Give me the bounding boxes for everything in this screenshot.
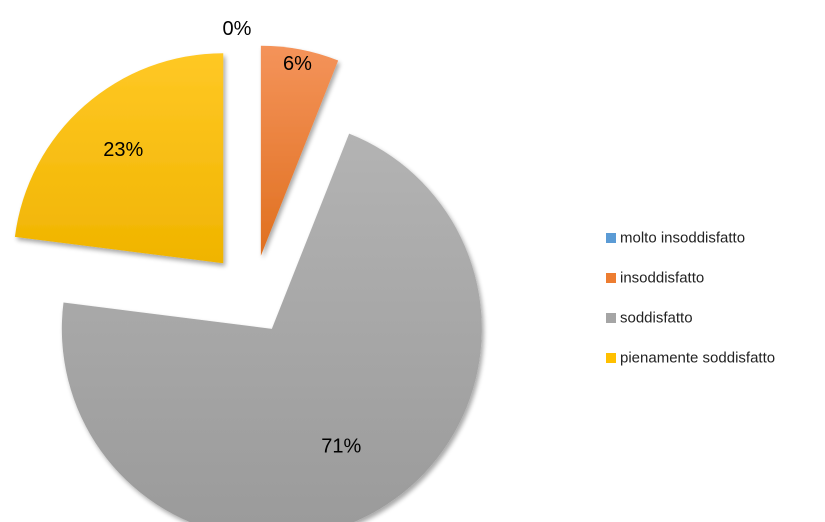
data-label-insoddisfatto: 6% — [283, 53, 312, 75]
legend-swatch-pienamente-soddisfatto — [606, 353, 616, 363]
pie-slices — [14, 45, 482, 522]
legend-label-molto-insoddisfatto: molto insoddisfatto — [620, 230, 745, 247]
legend-label-pienamente-soddisfatto: pienamente soddisfatto — [620, 350, 775, 367]
legend-label-soddisfatto: soddisfatto — [620, 310, 693, 327]
legend-swatch-insoddisfatto — [606, 273, 616, 283]
data-label-pienamente-soddisfatto: 23% — [103, 139, 143, 161]
pie-slice-insoddisfatto — [260, 45, 339, 256]
legend-item-insoddisfatto: insoddisfatto — [606, 270, 704, 287]
legend-swatch-soddisfatto — [606, 313, 616, 323]
legend-item-pienamente-soddisfatto: pienamente soddisfatto — [606, 350, 775, 367]
data-label-molto-insoddisfatto: 0% — [223, 18, 252, 40]
chart-legend: molto insoddisfatto insoddisfatto soddisfa… — [606, 230, 775, 367]
data-label-soddisfatto: 71% — [321, 435, 361, 457]
pie-slice-soddisfatto — [61, 133, 482, 522]
legend-label-insoddisfatto: insoddisfatto — [620, 270, 704, 287]
pie-data-labels: 0% 6% 71% 23% — [103, 18, 361, 457]
legend-swatch-molto-insoddisfatto — [606, 233, 616, 243]
legend-item-molto-insoddisfatto: molto insoddisfatto — [606, 230, 745, 247]
legend-item-soddisfatto: soddisfatto — [606, 310, 693, 327]
pie-slice-pienamente-soddisfatto — [14, 53, 224, 264]
